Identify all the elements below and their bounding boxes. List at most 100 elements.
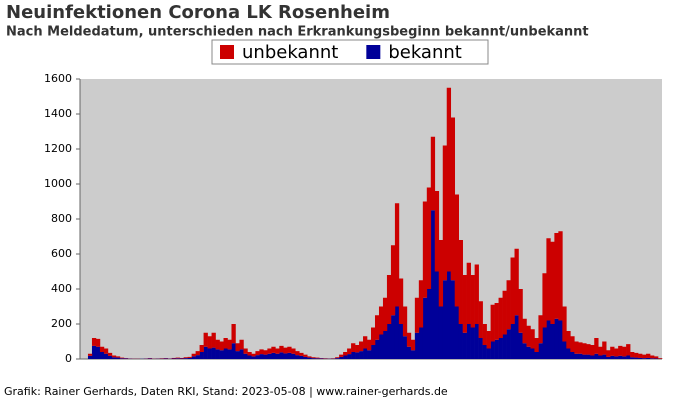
- bar-segment: [614, 356, 619, 359]
- bar-segment: [478, 301, 483, 338]
- legend-label: bekannt: [388, 42, 462, 63]
- y-tick-label: 1000: [44, 177, 72, 190]
- bar-segment: [482, 345, 487, 359]
- bar-segment: [239, 349, 244, 359]
- y-tick-label: 600: [51, 247, 72, 260]
- bar-segment: [574, 341, 579, 354]
- bar-segment: [359, 341, 364, 352]
- bar-segment: [91, 338, 97, 346]
- bar-segment: [450, 117, 456, 281]
- bar-segment: [291, 353, 296, 359]
- bar-segment: [203, 332, 208, 347]
- bar-segment: [534, 352, 539, 359]
- footer: Grafik: Rainer Gerhards, Daten RKI, Stan…: [4, 385, 448, 398]
- bar-segment: [371, 327, 376, 345]
- bar-segment: [398, 324, 404, 359]
- bar-segment: [243, 348, 248, 354]
- bar-segment: [442, 145, 448, 281]
- bar-segment: [594, 353, 599, 359]
- bar-segment: [406, 346, 412, 359]
- bar-segment: [283, 353, 288, 359]
- bar-segment: [239, 339, 244, 350]
- bar-segment: [594, 338, 599, 354]
- bar-segment: [231, 343, 236, 359]
- bar-segment: [534, 338, 539, 352]
- legend-swatch: [366, 45, 381, 59]
- bar-segment: [223, 338, 228, 349]
- bar-segment: [574, 353, 579, 359]
- bar-segment: [586, 354, 591, 359]
- bar-segment: [538, 343, 543, 359]
- bar-segment: [466, 262, 471, 324]
- bar-segment: [426, 289, 432, 359]
- bar-segment: [87, 355, 93, 359]
- bar-segment: [295, 351, 300, 356]
- bar-segment: [466, 324, 471, 359]
- bar-segment: [271, 352, 276, 359]
- bar-segment: [654, 358, 659, 359]
- bar-segment: [630, 352, 635, 358]
- bar-segment: [191, 356, 196, 359]
- bar-segment: [179, 358, 184, 359]
- bar-segment: [275, 353, 280, 359]
- bar-segment: [339, 356, 344, 359]
- bar-segment: [418, 280, 424, 328]
- bar-segment: [295, 355, 300, 359]
- bar-segment: [374, 339, 380, 359]
- bar-segment: [339, 354, 344, 357]
- y-tick-label: 1600: [44, 72, 72, 85]
- bar-segment: [355, 345, 360, 353]
- bar-segment: [367, 350, 372, 359]
- bar-segment: [470, 275, 475, 328]
- bar-segment: [546, 238, 551, 321]
- bar-segment: [602, 341, 607, 355]
- bar-segment: [410, 350, 416, 359]
- bar-segment: [614, 348, 619, 357]
- bar-segment: [315, 358, 320, 359]
- bar-segment: [343, 352, 348, 356]
- bar-segment: [251, 353, 256, 357]
- bar-segment: [119, 357, 125, 359]
- bar-segment: [247, 352, 252, 356]
- bar-segment: [259, 354, 264, 359]
- bar-segment: [374, 315, 380, 340]
- bar-segment: [227, 349, 232, 359]
- bar-segment: [147, 358, 153, 359]
- bar-segment: [367, 339, 372, 351]
- bar-segment: [299, 352, 304, 356]
- bar-segment: [650, 358, 655, 359]
- bar-segment: [255, 351, 260, 356]
- bar-segment: [454, 306, 459, 359]
- bar-segment: [422, 297, 428, 359]
- bar-segment: [530, 348, 535, 359]
- bar-segment: [566, 348, 571, 359]
- bar-segment: [211, 332, 216, 348]
- bar-segment: [203, 346, 208, 359]
- bar-segment: [171, 357, 176, 359]
- bar-segment: [606, 356, 611, 359]
- bar-segment: [438, 306, 444, 359]
- bar-segment: [103, 353, 109, 359]
- bar-segment: [590, 345, 595, 356]
- bar-segment: [291, 348, 296, 354]
- bar-segment: [175, 358, 180, 359]
- bar-segment: [598, 355, 603, 359]
- bar-segment: [195, 355, 200, 359]
- bar-segment: [430, 210, 436, 359]
- bar-segment: [506, 329, 511, 359]
- bar-segment: [267, 353, 272, 359]
- bar-segment: [486, 348, 491, 359]
- bar-segment: [382, 297, 388, 331]
- legend-box: [211, 39, 489, 65]
- bar-segment: [646, 357, 651, 359]
- bar-segment: [115, 356, 121, 358]
- bar-segment: [199, 352, 204, 359]
- bar-segment: [335, 358, 340, 359]
- bar-segment: [514, 315, 519, 359]
- bar-segment: [107, 355, 113, 359]
- bar-segment: [347, 348, 352, 355]
- bar-segment: [303, 356, 308, 359]
- bar-segment: [486, 331, 491, 349]
- bar-segment: [550, 241, 555, 324]
- bar-segment: [458, 324, 463, 359]
